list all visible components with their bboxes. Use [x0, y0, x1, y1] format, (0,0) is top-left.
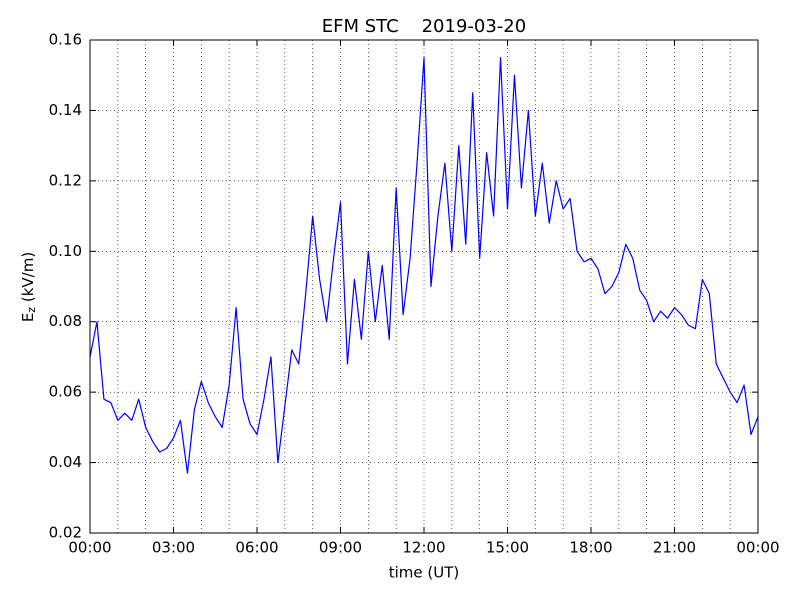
y-tick-label: 0.06: [49, 383, 82, 401]
x-tick-label: 12:00: [402, 539, 445, 557]
plot-frame: [89, 39, 759, 534]
y-label-main: E: [19, 313, 37, 322]
y-tick-label: 0.14: [49, 101, 82, 119]
x-tick-label: 21:00: [653, 539, 696, 557]
y-label-unit: (kV/m): [19, 252, 37, 307]
x-tick-label: 06:00: [235, 539, 278, 557]
y-tick-label: 0.12: [49, 171, 82, 189]
data-line: [89, 57, 759, 474]
y-axis-label: Ez (kV/m): [19, 252, 39, 322]
x-tick-label: 00:00: [68, 539, 111, 557]
x-tick-label: 09:00: [319, 539, 362, 557]
y-tick-label: 0.04: [49, 453, 82, 471]
y-tick-label: 0.10: [49, 242, 82, 260]
x-tick-label: 03:00: [152, 539, 195, 557]
x-tick-label: 15:00: [486, 539, 529, 557]
y-tick-label: 0.08: [49, 312, 82, 330]
x-axis-label: time (UT): [389, 564, 460, 582]
chart-title: EFM STC 2019-03-20: [322, 16, 526, 37]
y-tick-label: 0.16: [49, 31, 82, 49]
y-label-sub: z: [25, 307, 38, 313]
x-tick-label: 18:00: [569, 539, 612, 557]
x-tick-label: 00:00: [736, 539, 779, 557]
y-tick-label: 0.02: [49, 524, 82, 542]
